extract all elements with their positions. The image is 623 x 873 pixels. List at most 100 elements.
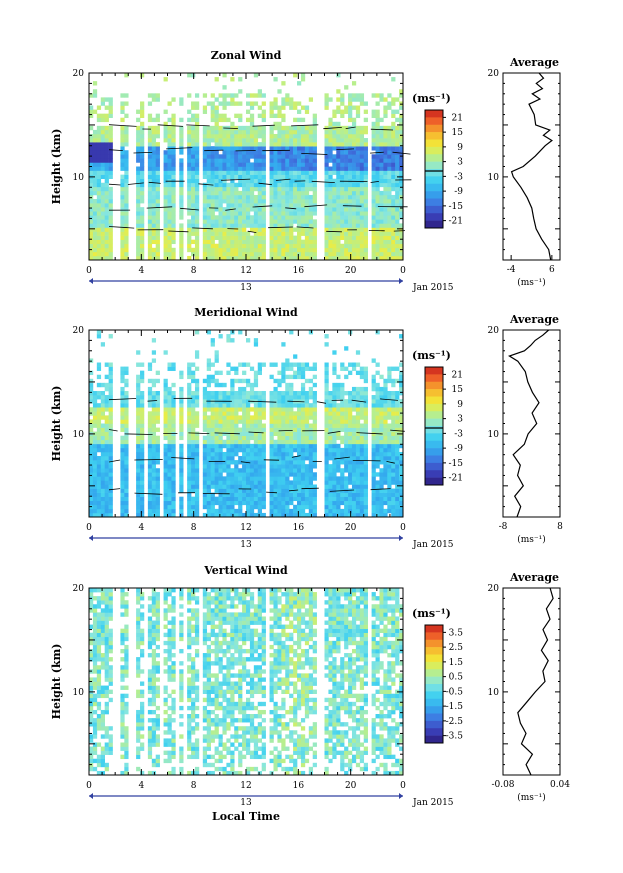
profile-frame: [502, 72, 561, 261]
colorbar-tick-label: -3: [454, 172, 463, 182]
colorbar-tick-label: -9: [454, 187, 463, 197]
colorbar-tick-label: -21: [449, 474, 464, 484]
y-tick-label: 20: [73, 326, 85, 336]
colorbar-tick-label: -15: [449, 202, 464, 212]
x-tick-label: 0: [86, 266, 92, 276]
colorbar-label: (ms⁻¹): [412, 92, 451, 105]
colorbar-tick-label: 21: [452, 113, 463, 123]
x-tick-label: 0: [86, 523, 92, 533]
day-label: 13: [240, 798, 252, 808]
profile-y-tick-label: 20: [488, 326, 500, 336]
y-tick-label: 20: [73, 584, 85, 594]
colorbar-tick-label: -3.5: [446, 732, 464, 742]
colorbar-tick-label: 21: [452, 370, 463, 380]
panel-0: Zonal Wind 0 4 8 12 16 20 0 13 Jan 2015 10 20 Height…: [50, 49, 561, 293]
profile-y-tick-label: 20: [488, 69, 500, 79]
profile-x-label: (ms⁻¹): [517, 277, 546, 288]
x-tick-label: 12: [240, 781, 251, 791]
x-tick-label: 16: [293, 781, 305, 791]
colorbar-tick-label: 0.5: [449, 673, 464, 683]
x-axis: 0 4 8 12 16 20 0 13 Jan 2015: [86, 588, 454, 808]
profile-title: Average: [509, 56, 559, 69]
y-tick-label: 10: [73, 173, 85, 183]
day-label: 13: [240, 283, 252, 293]
x-tick-label: 0: [86, 781, 92, 791]
profile-y-tick-label: 10: [488, 173, 500, 183]
profile-line: [517, 587, 554, 776]
x-tick-label: 0: [400, 266, 406, 276]
panel-2: Vertical Wind 0 4 8 12 16 20 0 13 Jan 2015 10 20 Hei…: [50, 564, 570, 823]
heatmap: [89, 330, 404, 518]
y-axis: 10 20 Height (km): [50, 69, 403, 261]
colorbar-tick-label: 15: [452, 385, 464, 395]
panel-title: Meridional Wind: [194, 306, 298, 319]
profile-x-tick-label: 6: [549, 265, 555, 275]
colorbar-tick-label: -9: [454, 444, 463, 454]
colorbar-tick-label: -2.5: [446, 717, 464, 727]
day-label: 13: [240, 540, 252, 550]
profile-x-label: (ms⁻¹): [517, 534, 546, 545]
panel-1: Meridional Wind 0 4 8 12 16 20 0 13 Jan 2015 10 20 H…: [50, 306, 563, 550]
colorbar-tick-label: 9: [457, 143, 463, 153]
profile-line: [508, 329, 550, 518]
colorbar-tick-label: 15: [452, 128, 464, 138]
x-tick-label: 12: [240, 523, 251, 533]
x-tick-label: 20: [345, 266, 357, 276]
date-label: Jan 2015: [412, 540, 454, 550]
colorbar-frame: [424, 109, 444, 229]
x-axis-label: Local Time: [212, 810, 280, 823]
colorbar-tick-label: 1.5: [449, 658, 464, 668]
profile-line: [510, 72, 553, 261]
colorbar: (ms⁻¹)21 15 9 3 -3 -9 -15 -21: [412, 349, 464, 486]
profile-y-tick-label: 20: [488, 584, 500, 594]
average-profile: Average 10 20 -4 6(ms⁻¹): [488, 56, 561, 288]
x-tick-label: 8: [191, 781, 197, 791]
y-tick-label: 10: [73, 688, 85, 698]
heatmap: [89, 73, 404, 261]
profile-x-label: (ms⁻¹): [517, 792, 546, 803]
panel-title: Zonal Wind: [211, 49, 282, 62]
y-axis-label: Height (km): [50, 129, 63, 205]
profile-y-tick-label: 10: [488, 430, 500, 440]
colorbar-label: (ms⁻¹): [412, 349, 451, 362]
y-axis-label: Height (km): [50, 386, 63, 462]
x-tick-label: 4: [138, 781, 144, 791]
x-tick-label: 0: [400, 781, 406, 791]
date-label: Jan 2015: [412, 283, 454, 293]
colorbar-tick-label: 2.5: [449, 643, 464, 653]
x-tick-label: 20: [345, 523, 357, 533]
colorbar: (ms⁻¹) 3.5 2.5 1.5 0.5 -0.5 -1.5 -2.5 -3.5: [412, 607, 464, 744]
contour-lines: [108, 397, 405, 495]
colorbar-tick-label: 3.5: [449, 628, 464, 638]
colorbar-frame: [424, 366, 444, 486]
colorbar-tick-label: -21: [449, 217, 464, 227]
profile-title: Average: [509, 571, 559, 584]
y-axis: 10 20 Height (km): [50, 584, 403, 776]
profile-y-tick-label: 10: [488, 688, 500, 698]
panel-title: Vertical Wind: [203, 564, 288, 577]
y-axis-label: Height (km): [50, 644, 63, 720]
colorbar-tick-label: 3: [457, 158, 463, 168]
profile-x-tick-label: -4: [507, 265, 516, 275]
colorbar-frame: [424, 624, 444, 744]
y-tick-label: 20: [73, 69, 85, 79]
colorbar-tick-label: -3: [454, 429, 463, 439]
heatmap: [89, 588, 404, 776]
x-tick-label: 16: [293, 523, 305, 533]
colorbar-label: (ms⁻¹): [412, 607, 451, 620]
date-label: Jan 2015: [412, 798, 454, 808]
x-tick-label: 4: [138, 523, 144, 533]
y-tick-label: 10: [73, 430, 85, 440]
average-profile: Average 10 20 -8 8 (ms⁻¹): [488, 313, 564, 545]
colorbar-tick-label: 3: [457, 415, 463, 425]
x-tick-label: 20: [345, 781, 357, 791]
y-axis: 10 20 Height (km): [50, 326, 403, 518]
x-tick-label: 8: [191, 523, 197, 533]
profile-title: Average: [509, 313, 559, 326]
colorbar-tick-label: 9: [457, 400, 463, 410]
profile-frame: [502, 587, 561, 776]
x-tick-label: 16: [293, 266, 305, 276]
colorbar: (ms⁻¹)21 15 9 3 -3 -9 -15 -21: [412, 92, 464, 229]
profile-x-tick-label: -0.08: [491, 780, 514, 790]
